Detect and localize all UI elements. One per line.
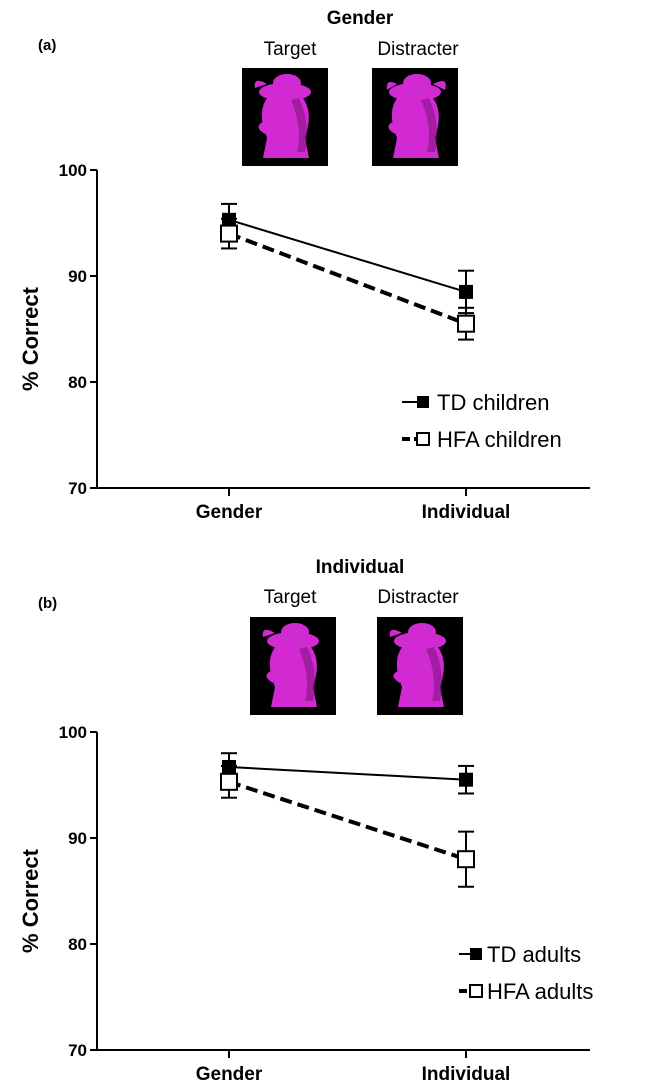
legend-label: HFA adults <box>487 979 593 1004</box>
stimulus-distracter-label: Distracter <box>377 587 459 608</box>
stimulus-crown <box>408 623 436 641</box>
condition-title: Individual <box>316 557 405 578</box>
stimulus-distracter-image <box>372 68 458 166</box>
y-tick-label: 70 <box>68 1041 87 1060</box>
y-tick-label: 80 <box>68 373 87 392</box>
data-point <box>220 772 238 791</box>
chart-panel-b: (b) Individual Target Distracter 70 80 90 100 Ge… <box>18 557 593 1085</box>
data-point <box>459 284 473 299</box>
stimulus-ear <box>389 629 402 637</box>
stimulus-crown <box>281 623 309 641</box>
legend: TD children HFA children <box>402 390 562 452</box>
legend: TD adults HFA adults <box>459 942 593 1004</box>
legend-marker <box>416 432 430 446</box>
y-tick-label: 80 <box>68 935 87 954</box>
stimulus-target-image <box>242 68 328 166</box>
stimulus-target-label: Target <box>264 587 318 608</box>
x-category-label: Gender <box>196 1064 263 1085</box>
series-line <box>228 231 467 326</box>
x-category-label: Individual <box>422 1064 511 1085</box>
x-category-label: Individual <box>422 502 511 523</box>
y-tick-label: 90 <box>68 267 87 286</box>
panel-label: (b) <box>38 595 57 612</box>
stimulus-ear <box>254 80 267 88</box>
legend-marker <box>417 396 429 408</box>
legend-label: HFA children <box>437 427 562 452</box>
stimulus-crown <box>273 74 301 92</box>
stimulus-ear <box>386 82 397 90</box>
stimulus-target-image <box>250 617 336 715</box>
series-line <box>228 779 467 862</box>
data-point <box>459 772 473 787</box>
series-open <box>220 217 475 341</box>
stimulus-shading <box>421 98 437 152</box>
data-point <box>457 314 475 333</box>
stimulus-shading <box>426 647 442 701</box>
series-line <box>228 218 467 293</box>
y-tick-label: 100 <box>59 161 87 180</box>
data-point <box>457 850 475 869</box>
series-filled <box>221 752 474 795</box>
stimulus-distracter-label: Distracter <box>377 39 459 60</box>
y-axis-title: % Correct <box>18 286 43 391</box>
stimulus-nose <box>258 120 267 134</box>
stimulus-shading <box>291 98 307 152</box>
series-line <box>228 765 467 781</box>
stimulus-ear <box>262 629 275 637</box>
chart-panel-a: (a) Gender Target Distracter 70 80 90 100 Gender… <box>18 8 590 523</box>
y-axis-title: % Correct <box>18 848 43 953</box>
stimulus-crown <box>403 74 431 92</box>
stimulus-shading <box>299 647 315 701</box>
stimulus-distracter-image <box>377 617 463 715</box>
legend-label: TD adults <box>487 942 581 967</box>
legend-label: TD children <box>437 390 549 415</box>
stimulus-target-label: Target <box>264 39 318 60</box>
y-tick-label: 100 <box>59 723 87 742</box>
legend-marker <box>469 984 483 998</box>
x-category-label: Gender <box>196 502 263 523</box>
y-tick-label: 90 <box>68 829 87 848</box>
stimulus-nose <box>266 669 275 683</box>
y-tick-label: 70 <box>68 479 87 498</box>
stimulus-nose <box>393 669 402 683</box>
stimulus-nose <box>388 120 397 134</box>
data-point <box>220 224 238 243</box>
series-open <box>220 764 475 888</box>
legend-marker <box>470 948 482 960</box>
stimulus-ear <box>433 81 446 90</box>
condition-title: Gender <box>327 8 394 29</box>
series-filled <box>221 202 474 315</box>
panel-label: (a) <box>38 37 56 54</box>
